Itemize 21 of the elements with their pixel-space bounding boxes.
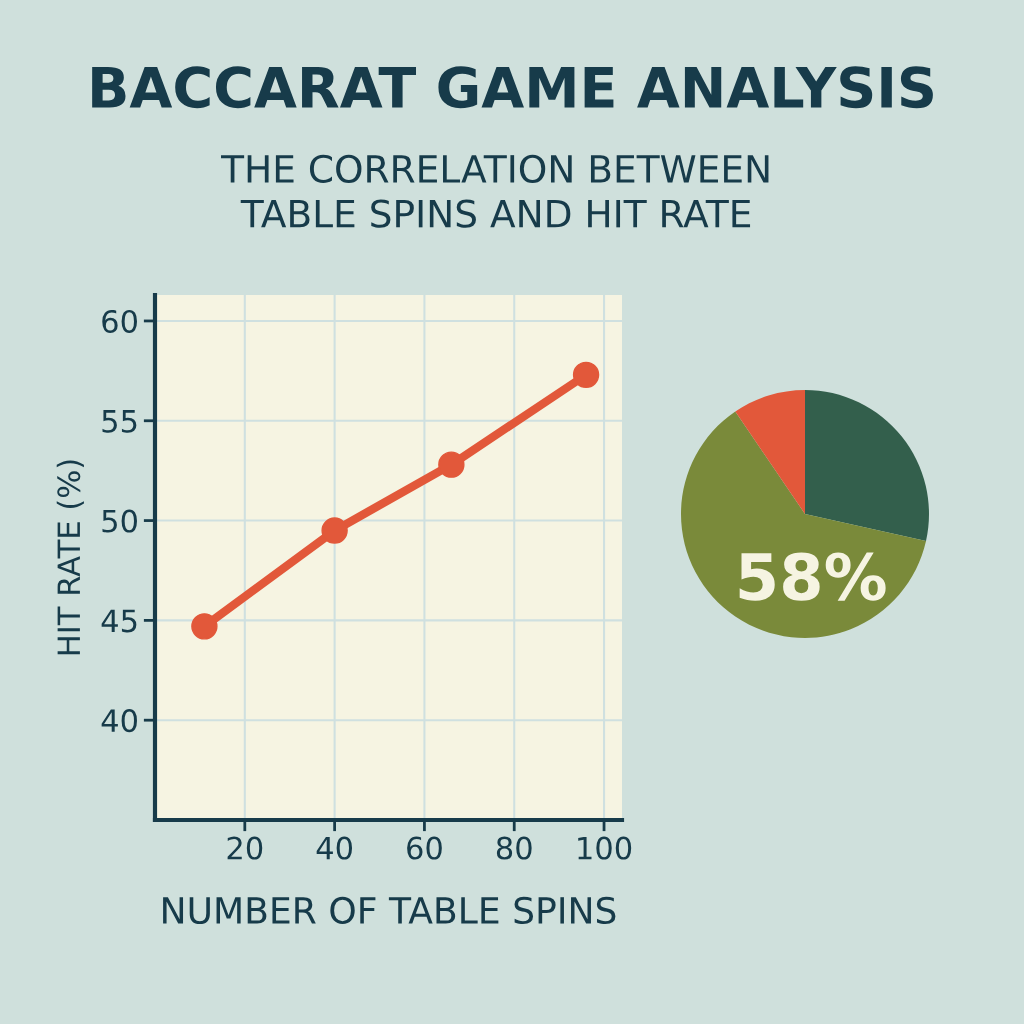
x-tick-label: 80: [496, 836, 532, 860]
pie-slice: [735, 390, 805, 514]
y-axis-title: HIT RATE (%): [56, 460, 84, 655]
x-axis-title: NUMBER OF TABLE SPINS: [163, 896, 616, 925]
point: [191, 613, 218, 640]
x-tick-label: 100: [578, 836, 632, 860]
point: [572, 361, 600, 389]
chart-subtitle: THE CORRELATION BETWEEN TABLE SPINS AND HIT RATE: [221, 154, 769, 228]
chart-title: BACCARAT GAME ANALYSIS: [92, 66, 933, 109]
y-tick-label: 60: [102, 309, 137, 333]
y-tick-label: 50: [102, 509, 137, 533]
x-tick-label: 60: [407, 836, 442, 860]
pie-slice: [805, 390, 929, 542]
x-tick-label: 40: [316, 836, 353, 860]
y-tick-label: 55: [102, 410, 137, 433]
y-tick-label: 40: [101, 709, 137, 733]
text: 58%: [739, 552, 886, 601]
point: [438, 451, 465, 478]
y-tick-label: 45: [101, 609, 137, 633]
x-tick-label: 20: [227, 836, 263, 860]
point: [321, 517, 348, 544]
